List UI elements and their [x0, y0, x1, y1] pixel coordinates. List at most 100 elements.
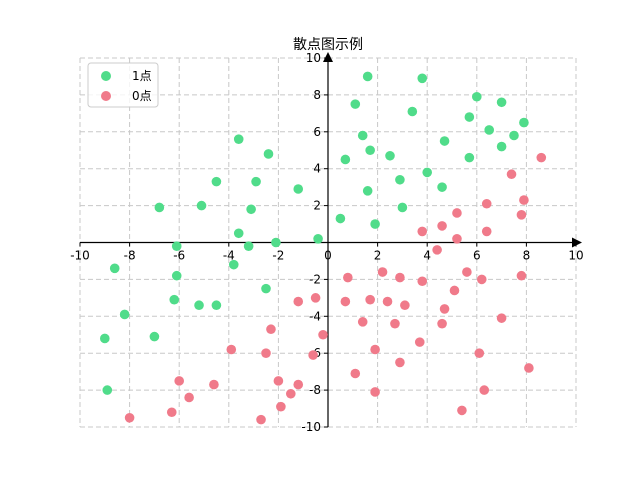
data-point-series-1	[370, 219, 380, 229]
x-tick-label: 2	[374, 249, 382, 263]
data-points	[100, 71, 547, 425]
data-point-series-2	[516, 210, 527, 220]
data-point-series-2	[395, 357, 405, 368]
data-point-series-1	[385, 150, 395, 161]
data-point-series-2	[276, 401, 286, 412]
data-point-series-2	[365, 294, 375, 305]
data-point-series-2	[382, 296, 393, 307]
data-point-series-2	[390, 318, 400, 329]
data-point-series-1	[439, 136, 450, 146]
data-point-series-1	[251, 176, 261, 187]
data-point-series-2	[452, 208, 462, 218]
data-point-series-1	[340, 154, 351, 165]
data-point-series-2	[417, 276, 428, 287]
data-point-series-1	[109, 263, 120, 274]
data-point-series-1	[350, 99, 361, 109]
data-point-series-2	[377, 267, 388, 277]
data-point-series-1	[246, 204, 256, 215]
data-point-series-2	[273, 376, 284, 386]
data-point-series-1	[395, 174, 405, 185]
data-point-series-1	[362, 186, 373, 196]
x-tick-label: 6	[473, 249, 481, 263]
data-point-series-1	[149, 331, 160, 342]
data-point-series-2	[370, 387, 380, 397]
data-point-series-1	[519, 117, 529, 128]
legend-label-series-2: 0点	[132, 89, 152, 103]
data-point-series-2	[432, 245, 442, 255]
data-point-series-2	[462, 267, 472, 277]
data-point-series-1	[407, 106, 418, 117]
data-point-series-1	[313, 234, 323, 244]
data-point-series-2	[439, 304, 450, 314]
data-point-series-2	[293, 379, 304, 390]
x-tick-label: 8	[523, 249, 531, 263]
chart-title: 散点图示例	[293, 37, 363, 53]
data-point-series-2	[449, 285, 460, 296]
data-point-series-2	[476, 274, 487, 285]
x-tick-label: -10	[70, 249, 90, 263]
data-point-series-2	[437, 318, 447, 329]
data-point-series-1	[171, 270, 182, 281]
data-point-series-1	[464, 112, 475, 122]
data-point-series-2	[174, 376, 184, 386]
data-point-series-1	[362, 71, 373, 82]
data-point-series-2	[395, 272, 405, 283]
data-point-series-2	[481, 226, 492, 237]
data-point-series-2	[417, 226, 428, 237]
x-tick-label: -8	[124, 249, 136, 263]
data-point-series-2	[340, 296, 351, 307]
x-tick-label: 10	[568, 249, 583, 263]
data-point-series-1	[211, 176, 222, 187]
data-point-series-1	[496, 141, 507, 152]
data-point-series-1	[102, 385, 113, 395]
y-axis-arrow	[323, 52, 333, 62]
data-point-series-1	[211, 300, 222, 311]
data-point-series-1	[228, 259, 239, 270]
data-point-series-2	[256, 414, 266, 425]
legend-marker-series-1	[101, 71, 111, 81]
data-point-series-2	[400, 300, 410, 311]
y-tick-label: -10	[301, 420, 321, 434]
data-point-series-1	[233, 228, 244, 239]
data-point-series-2	[519, 195, 529, 205]
x-axis-arrow	[572, 237, 582, 248]
legend-label-series-1: 1点	[132, 69, 152, 83]
x-tick-label: 4	[423, 249, 431, 263]
data-point-series-2	[457, 405, 467, 416]
data-point-series-2	[481, 198, 492, 209]
data-point-series-1	[196, 200, 207, 211]
data-point-series-1	[397, 202, 408, 213]
data-point-series-1	[271, 237, 281, 248]
data-point-series-2	[293, 296, 304, 307]
data-point-series-2	[350, 368, 361, 379]
data-point-series-2	[308, 350, 318, 360]
data-point-series-1	[357, 130, 368, 141]
data-point-series-2	[226, 344, 237, 355]
y-tick-label: -2	[309, 272, 321, 286]
data-point-series-1	[194, 300, 204, 311]
data-point-series-1	[293, 184, 304, 194]
data-point-series-1	[417, 73, 428, 84]
data-point-series-2	[124, 412, 135, 423]
data-point-series-2	[414, 337, 425, 347]
data-point-series-2	[437, 221, 447, 231]
y-tick-label: 6	[313, 125, 321, 139]
y-tick-label: 4	[313, 162, 321, 176]
data-point-series-2	[496, 313, 507, 323]
data-point-series-2	[474, 348, 485, 359]
legend-marker-series-2	[101, 91, 111, 101]
data-point-series-2	[318, 329, 328, 340]
data-point-series-2	[166, 407, 177, 418]
axes	[80, 52, 582, 427]
y-tick-label: 8	[313, 88, 321, 102]
data-point-series-2	[524, 363, 534, 373]
data-point-series-1	[169, 294, 180, 305]
data-point-series-1	[261, 283, 271, 294]
data-point-series-1	[100, 333, 110, 344]
y-tick-label: 10	[306, 51, 321, 65]
data-point-series-2	[506, 169, 517, 180]
data-point-series-1	[171, 241, 182, 251]
data-point-series-2	[479, 385, 490, 395]
data-point-series-1	[233, 134, 244, 144]
data-point-series-1	[365, 145, 375, 156]
